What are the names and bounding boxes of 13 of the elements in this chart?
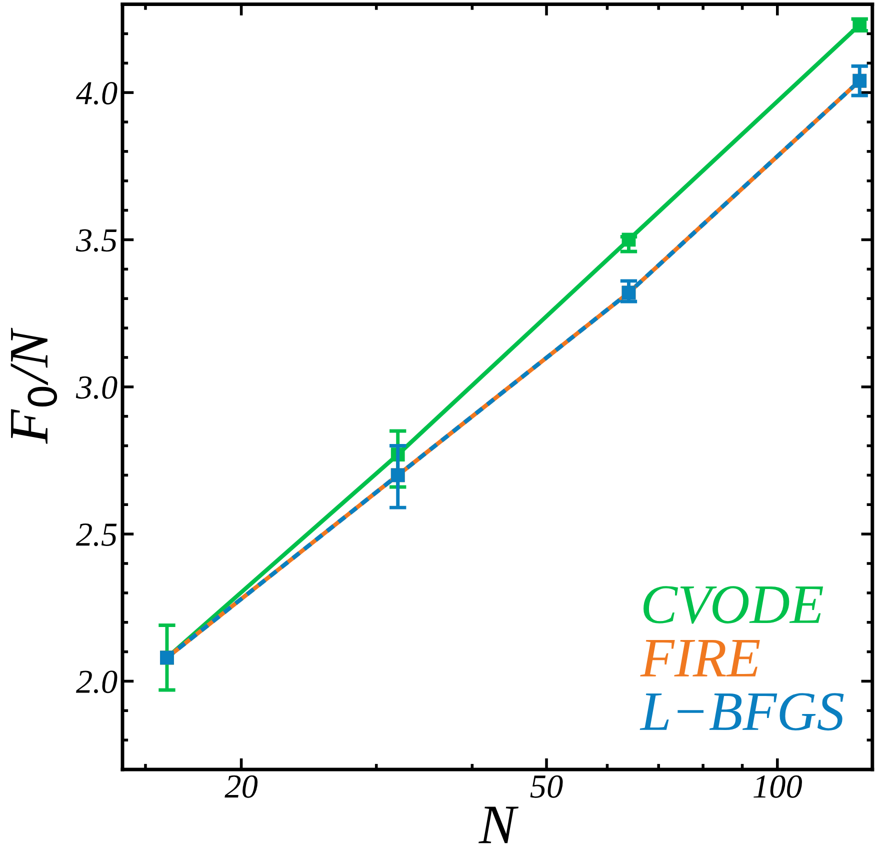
- y-tick-label: 3.5: [76, 229, 117, 252]
- y-tick-label: 2.0: [76, 670, 118, 694]
- y-axis-title: F$_{0}$/N: [10, 328, 58, 444]
- x-tick-label: 50: [530, 775, 563, 798]
- text: L−BFGS: [640, 693, 844, 730]
- x-axis-title: N: [478, 806, 519, 844]
- x-tick-label: 100: [754, 775, 802, 798]
- y-tick-label: 3.0: [76, 376, 118, 399]
- y-tick-label: 4.0: [76, 82, 118, 105]
- text: CVODE: [644, 586, 824, 624]
- x-tick-label: 20: [224, 775, 258, 798]
- text: FIRE: [640, 640, 760, 676]
- y-tick-label: 2.5: [76, 524, 117, 546]
